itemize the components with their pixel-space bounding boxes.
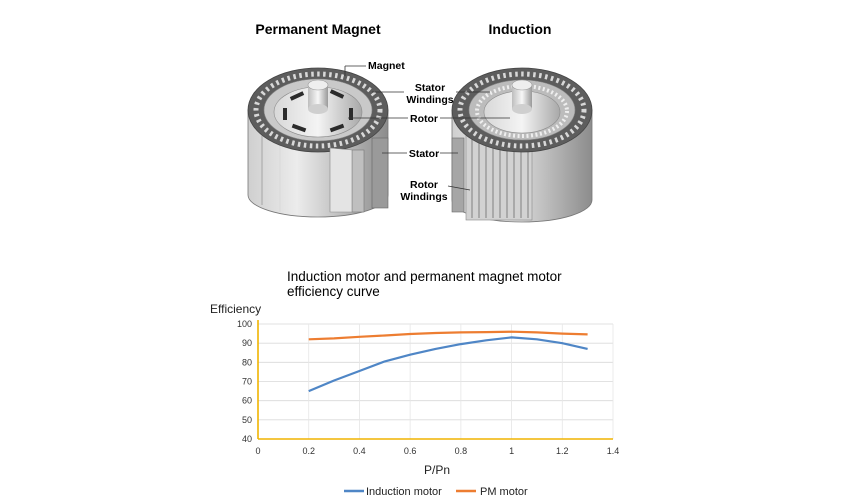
- label-stator: Stator: [409, 148, 439, 160]
- y-tick-label: 40: [242, 434, 252, 444]
- pm-motor-illustration: [247, 67, 389, 218]
- y-tick-label: 90: [242, 338, 252, 348]
- y-tick-label: 70: [242, 377, 252, 387]
- component-labels: Magnet Stator Windings Rotor Stator Roto…: [344, 60, 510, 203]
- x-tick-label: 0.8: [455, 446, 468, 456]
- x-tick-label: 1.4: [607, 446, 620, 456]
- label-stator-windings-2: Windings: [406, 94, 453, 106]
- x-tick-label: 0: [255, 446, 260, 456]
- x-tick-label: 1.2: [556, 446, 569, 456]
- chart-gridlines: [257, 323, 614, 440]
- label-rotor: Rotor: [410, 113, 438, 125]
- chart-axes: [257, 320, 613, 440]
- chart-series-lines: [308, 330, 588, 393]
- x-tick-label: 0.2: [302, 446, 315, 456]
- x-tick-label: 1: [509, 446, 514, 456]
- x-axis-label: P/Pn: [424, 463, 450, 477]
- y-tick-label: 80: [242, 357, 252, 367]
- legend-label-induction: Induction motor: [366, 486, 442, 498]
- label-rotor-windings-2: Windings: [400, 191, 447, 203]
- induction-motor-title: Induction: [489, 21, 552, 37]
- label-rotor-windings-1: Rotor: [410, 179, 438, 191]
- x-tick-label: 0.4: [353, 446, 366, 456]
- label-stator-windings-1: Stator: [415, 82, 445, 94]
- y-axis-label: Efficiency: [210, 302, 261, 316]
- chart-title-line2: efficiency curve: [287, 284, 380, 299]
- chart-tick-labels: 40 50 60 70 80 90 100 0 0.2 0.4 0.6 0.8 1 1.2 1.4: [237, 319, 619, 456]
- chart-title-line1: Induction motor and permanent magnet mot…: [287, 269, 562, 284]
- induction-motor-illustration: [451, 67, 593, 223]
- x-tick-label: 0.6: [404, 446, 417, 456]
- y-tick-label: 60: [242, 396, 252, 406]
- y-tick-label: 100: [237, 319, 252, 329]
- label-magnet: Magnet: [368, 60, 405, 72]
- y-tick-label: 50: [242, 415, 252, 425]
- pm-motor-title: Permanent Magnet: [255, 21, 381, 37]
- chart-legend: Induction motor PM motor: [344, 486, 528, 498]
- pm-motor-line: [308, 330, 588, 341]
- induction-motor-line: [308, 336, 588, 393]
- efficiency-chart: Induction motor and permanent magnet mot…: [210, 269, 619, 498]
- legend-label-pm: PM motor: [480, 486, 528, 498]
